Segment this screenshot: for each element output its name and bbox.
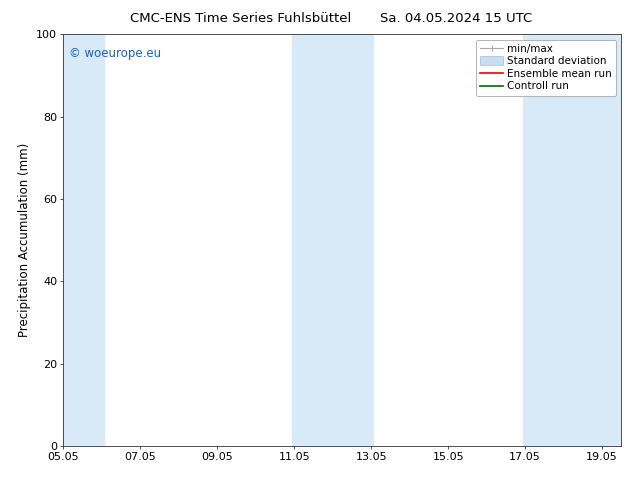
Bar <box>523 34 621 446</box>
Text: Sa. 04.05.2024 15 UTC: Sa. 04.05.2024 15 UTC <box>380 12 533 25</box>
Bar <box>292 34 373 446</box>
Text: CMC-ENS Time Series Fuhlsbüttel: CMC-ENS Time Series Fuhlsbüttel <box>131 12 351 25</box>
Legend: min/max, Standard deviation, Ensemble mean run, Controll run: min/max, Standard deviation, Ensemble me… <box>476 40 616 96</box>
Y-axis label: Precipitation Accumulation (mm): Precipitation Accumulation (mm) <box>18 143 30 337</box>
Text: © woeurope.eu: © woeurope.eu <box>69 47 161 60</box>
Bar <box>63 34 104 446</box>
